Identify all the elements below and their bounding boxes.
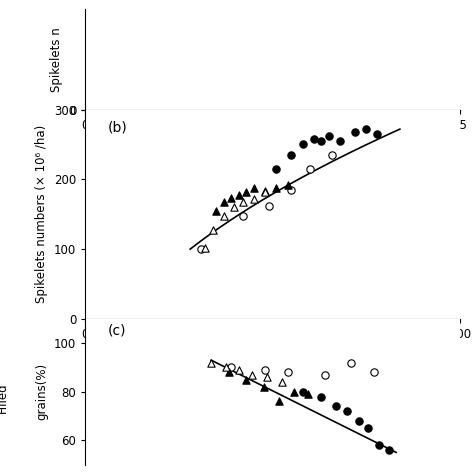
Point: [263, 374, 270, 381]
Point: [287, 186, 295, 193]
Point: [278, 378, 285, 386]
Point: [299, 141, 306, 148]
Point: [336, 137, 344, 145]
Point: [228, 364, 235, 371]
Point: [265, 202, 273, 210]
Point: [284, 368, 292, 376]
Point: [201, 244, 209, 252]
Point: [207, 359, 215, 366]
Point: [287, 151, 295, 159]
Point: [347, 359, 355, 366]
Point: [239, 212, 246, 219]
Point: [225, 368, 233, 376]
Point: [230, 203, 237, 211]
Point: [261, 366, 269, 374]
Point: [370, 368, 377, 376]
Point: [332, 402, 340, 410]
Y-axis label: Spikelets numbers (× 10⁶ /ha): Spikelets numbers (× 10⁶ /ha): [36, 125, 48, 303]
X-axis label: Productive tillers (× 10⁴/ha): Productive tillers (× 10⁴/ha): [191, 345, 355, 358]
Point: [362, 125, 370, 133]
X-axis label: Dry matter accumulation at anthesis (× 10³ kg/ha): Dry matter accumulation at anthesis (× 1…: [122, 136, 423, 149]
Point: [273, 184, 280, 191]
Point: [375, 441, 383, 449]
Point: [261, 188, 269, 196]
Point: [306, 165, 314, 173]
Point: [351, 128, 359, 136]
Point: [220, 198, 228, 206]
Point: [385, 446, 392, 454]
Point: [235, 191, 243, 199]
Y-axis label: Spikelets n: Spikelets n: [50, 27, 64, 92]
Text: (c): (c): [108, 323, 126, 337]
Point: [222, 364, 230, 371]
Point: [212, 207, 220, 215]
Point: [235, 366, 243, 374]
Point: [328, 151, 336, 159]
Point: [228, 194, 235, 202]
Point: [344, 407, 351, 415]
Point: [321, 371, 329, 379]
Point: [243, 188, 250, 196]
Point: [374, 130, 381, 138]
Point: [284, 181, 292, 189]
Point: [290, 388, 297, 395]
Point: [325, 132, 332, 140]
Point: [275, 398, 283, 405]
Point: [305, 391, 312, 398]
Point: [220, 212, 228, 219]
Point: [250, 184, 258, 191]
Point: [365, 424, 372, 432]
Point: [260, 383, 267, 391]
Point: [261, 187, 269, 195]
Point: [248, 371, 255, 379]
Point: [209, 226, 217, 233]
Point: [243, 376, 250, 383]
Point: [318, 393, 325, 401]
Y-axis label: grains(%): grains(%): [36, 363, 48, 420]
Point: [310, 135, 318, 143]
Point: [299, 388, 306, 395]
Text: (b): (b): [108, 120, 128, 134]
Point: [198, 246, 205, 253]
Point: [250, 195, 258, 203]
Point: [355, 417, 363, 425]
Point: [318, 137, 325, 145]
Text: Filled: Filled: [0, 383, 9, 413]
Point: [273, 165, 280, 173]
Point: [239, 198, 246, 206]
